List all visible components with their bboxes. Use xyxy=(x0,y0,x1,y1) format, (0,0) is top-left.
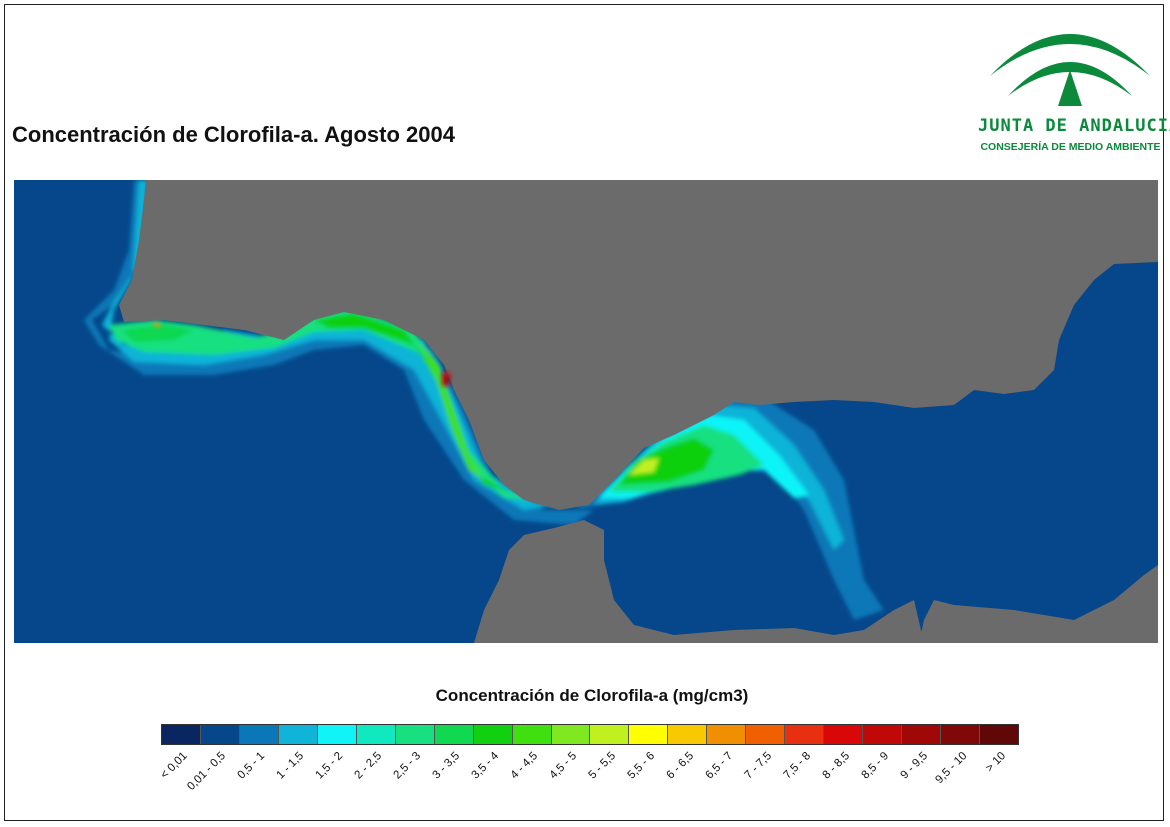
legend-swatch xyxy=(668,725,708,744)
legend-label: 0,01 - 0,5 xyxy=(184,750,228,793)
legend-label: 3 - 3,5 xyxy=(430,750,462,782)
north-african-land-east xyxy=(919,565,1158,643)
legend-swatch xyxy=(551,725,591,744)
legend-label: 0,5 - 1 xyxy=(235,750,267,782)
legend-label: 4,5 - 5 xyxy=(547,750,579,782)
high-concentration-hotspot xyxy=(154,323,450,386)
legend-swatch xyxy=(239,725,279,744)
legend-label: < 0,01 xyxy=(157,750,190,782)
legend-label: 9 - 9,5 xyxy=(898,750,930,782)
legend-swatch xyxy=(278,725,318,744)
legend-label: 6,5 - 7 xyxy=(703,750,735,782)
legend-swatch xyxy=(941,725,981,744)
legend-swatch xyxy=(863,725,903,744)
chlorophyll-map xyxy=(14,180,1158,643)
legend-swatch xyxy=(902,725,942,744)
legend-swatch xyxy=(473,725,513,744)
legend-swatch xyxy=(980,725,1018,744)
logo-name: JUNTA DE ANDALUCIA xyxy=(978,116,1170,136)
legend-label: 8 - 8,5 xyxy=(820,750,852,782)
logo-subtitle: CONSEJERÍA DE MEDIO AMBIENTE xyxy=(980,141,1161,153)
legend-swatch xyxy=(746,725,786,744)
page-title: Concentración de Clorofila-a. Agosto 200… xyxy=(12,122,455,147)
legend-swatch xyxy=(707,725,747,744)
legend-title: Concentración de Clorofila-a (mg/cm3) xyxy=(435,686,749,705)
legend-label: 1,5 - 2 xyxy=(313,750,345,782)
coastal-concentration-bands xyxy=(84,180,594,525)
legend-label: 5 - 5,5 xyxy=(586,750,618,782)
legend-swatch xyxy=(395,725,435,744)
logo-arcs-icon xyxy=(990,34,1150,106)
legend-swatch xyxy=(200,725,240,744)
legend-label: 7 - 7,5 xyxy=(742,750,774,782)
legend-label: 9,5 - 10 xyxy=(932,750,969,787)
legend-swatch xyxy=(785,725,825,744)
iberian-land xyxy=(119,180,1158,510)
legend-label: 6 - 6,5 xyxy=(664,750,696,782)
legend-swatch xyxy=(317,725,357,744)
map-canvas xyxy=(14,180,1158,643)
legend-label: 2,5 - 3 xyxy=(391,750,423,782)
legend-label: 2 - 2,5 xyxy=(352,750,384,782)
legend-swatch xyxy=(356,725,396,744)
legend-label: 8,5 - 9 xyxy=(859,750,891,782)
legend-swatch xyxy=(590,725,630,744)
legend-label: 3,5 - 4 xyxy=(469,750,501,782)
north-african-land xyxy=(474,520,924,643)
legend-label: 7,5 - 8 xyxy=(781,750,813,782)
legend-swatch xyxy=(512,725,552,744)
legend-swatch xyxy=(629,725,669,744)
legend-label: 5,5 - 6 xyxy=(625,750,657,782)
legend-swatch xyxy=(434,725,474,744)
legend-label: 1 - 1,5 xyxy=(274,750,306,782)
junta-de-andalucia-logo: JUNTA DE ANDALUCIA CONSEJERÍA DE MEDIO A… xyxy=(978,14,1170,159)
legend-label: > 10 xyxy=(983,750,1008,775)
legend-label: 4 - 4,5 xyxy=(508,750,540,782)
legend-swatch xyxy=(162,725,201,744)
legend-color-bar xyxy=(161,724,1019,745)
alboran-concentration-bands xyxy=(574,398,884,620)
legend-swatch xyxy=(824,725,864,744)
